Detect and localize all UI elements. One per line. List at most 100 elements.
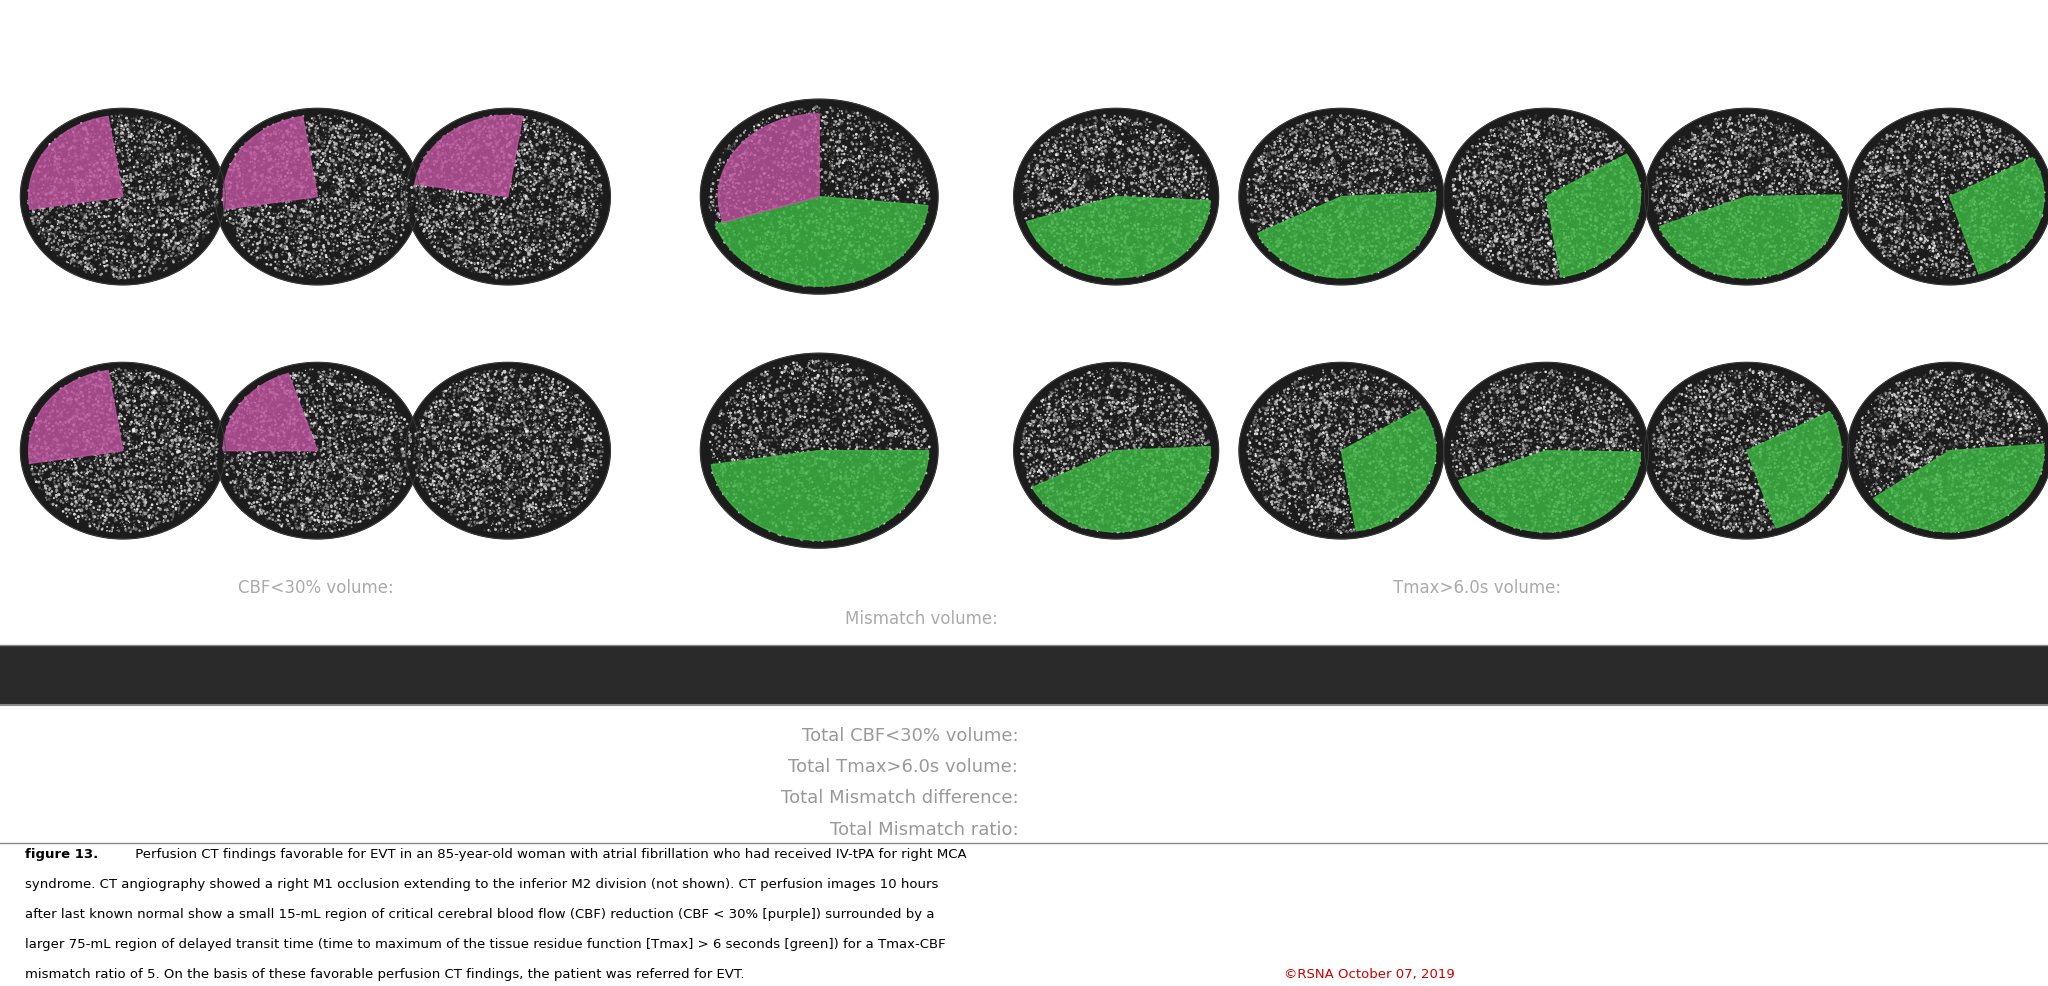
- Point: [123, 225, 156, 241]
- Point: [338, 124, 371, 140]
- Point: [1892, 456, 1925, 471]
- Point: [262, 481, 295, 497]
- Point: [1546, 495, 1579, 511]
- Point: [1737, 388, 1769, 404]
- Point: [328, 367, 360, 383]
- Point: [233, 430, 266, 446]
- Point: [1096, 363, 1128, 379]
- Point: [115, 143, 147, 159]
- Point: [156, 512, 188, 528]
- Point: [545, 459, 578, 475]
- Point: [1778, 149, 1810, 165]
- Point: [1317, 179, 1350, 195]
- Point: [1958, 491, 1991, 507]
- Point: [1180, 194, 1212, 210]
- Point: [1898, 517, 1931, 532]
- Point: [1839, 445, 1872, 460]
- Point: [1313, 223, 1346, 239]
- Point: [1550, 245, 1583, 260]
- Point: [2011, 466, 2044, 482]
- Point: [338, 446, 371, 461]
- Point: [891, 164, 924, 179]
- Point: [1468, 244, 1501, 259]
- Point: [1065, 172, 1098, 187]
- Point: [1468, 503, 1501, 519]
- Point: [311, 510, 344, 526]
- Point: [381, 195, 414, 211]
- Point: [1958, 195, 1991, 211]
- Point: [457, 387, 489, 403]
- Point: [1329, 387, 1362, 402]
- Point: [1112, 520, 1145, 535]
- Point: [111, 390, 143, 406]
- Point: [1372, 120, 1405, 136]
- Point: [1939, 434, 1972, 450]
- Point: [1964, 131, 1997, 147]
- Point: [109, 473, 141, 489]
- Point: [367, 485, 399, 501]
- Point: [811, 505, 844, 521]
- Point: [1278, 392, 1311, 408]
- Point: [1479, 387, 1511, 402]
- Point: [221, 215, 254, 231]
- Point: [301, 424, 334, 440]
- Point: [2007, 156, 2040, 172]
- Point: [1151, 163, 1184, 178]
- Point: [137, 486, 170, 502]
- Point: [383, 214, 416, 230]
- Point: [1372, 236, 1405, 251]
- Point: [1991, 386, 2023, 401]
- Point: [1300, 173, 1333, 188]
- Point: [1690, 256, 1722, 272]
- Point: [1720, 455, 1753, 470]
- Point: [1087, 225, 1120, 241]
- Point: [1851, 164, 1884, 179]
- Point: [1137, 237, 1169, 252]
- Point: [1036, 188, 1069, 204]
- Point: [561, 480, 594, 496]
- Point: [1624, 181, 1657, 197]
- Point: [508, 112, 541, 128]
- Point: [436, 377, 469, 392]
- Point: [270, 488, 303, 504]
- Point: [100, 456, 133, 471]
- Point: [1694, 387, 1726, 403]
- Point: [805, 107, 838, 123]
- Point: [479, 214, 512, 230]
- Point: [313, 229, 346, 245]
- Point: [403, 181, 436, 197]
- Point: [1485, 415, 1518, 431]
- Point: [37, 150, 70, 166]
- Point: [1800, 400, 1833, 416]
- Point: [1645, 430, 1677, 446]
- Point: [1298, 409, 1331, 425]
- Point: [1128, 421, 1161, 437]
- Point: [1460, 240, 1493, 255]
- Point: [1055, 244, 1087, 259]
- Point: [268, 225, 301, 241]
- Point: [1942, 379, 1974, 394]
- Point: [1538, 170, 1571, 185]
- Point: [1303, 427, 1335, 443]
- Point: [1563, 500, 1595, 516]
- Point: [1675, 398, 1708, 414]
- Point: [1569, 152, 1602, 168]
- Point: [1921, 452, 1954, 467]
- Point: [1968, 200, 2001, 216]
- Point: [1694, 135, 1726, 151]
- Point: [289, 520, 322, 535]
- Point: [1462, 184, 1495, 200]
- Point: [1298, 218, 1331, 234]
- Point: [1382, 410, 1415, 426]
- Point: [510, 386, 543, 401]
- Point: [1882, 133, 1915, 149]
- Point: [1278, 172, 1311, 187]
- Point: [2013, 204, 2046, 220]
- Point: [1475, 499, 1507, 515]
- Point: [580, 207, 612, 223]
- Point: [227, 216, 260, 232]
- Point: [1266, 449, 1298, 464]
- Point: [1548, 412, 1581, 428]
- Point: [514, 418, 547, 434]
- Point: [1094, 233, 1126, 248]
